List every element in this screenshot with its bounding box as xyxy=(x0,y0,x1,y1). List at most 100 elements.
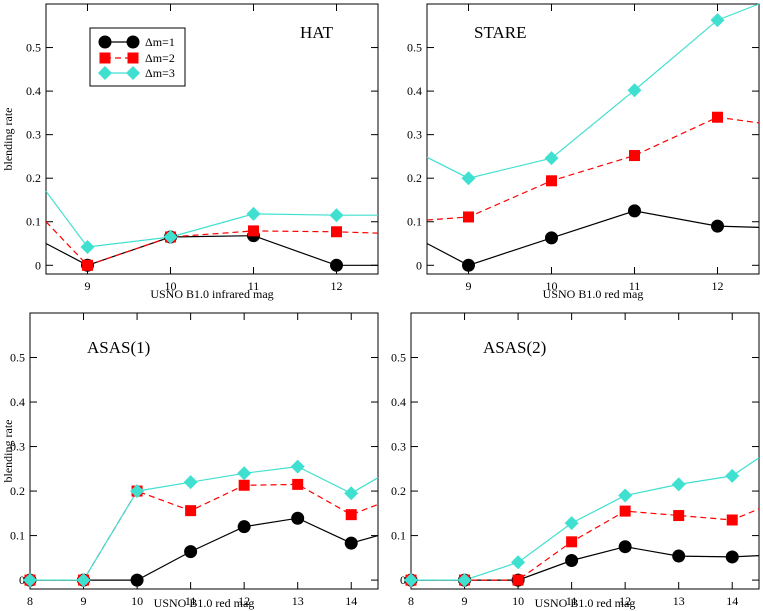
panel-stare: 9 10 11 12 0 0.1 0.2 0.3 0.4 0.5 STARE USNO B1.0… xyxy=(407,3,760,301)
x-tick-label: 12 xyxy=(238,594,250,608)
y-ticks: 0 0.1 0.2 0.3 0.4 0.5 xyxy=(407,41,759,272)
marker-dm2-x10 xyxy=(512,574,524,586)
x-tick-label: 9 xyxy=(462,594,468,608)
legend-label-3: Δm=3 xyxy=(145,66,175,80)
y-tick-label: 0.2 xyxy=(407,171,422,185)
x-tick-label: 8 xyxy=(408,594,414,608)
marker-dm2-x12 xyxy=(238,479,250,491)
panel-title: HAT xyxy=(300,23,334,42)
series-line-dm1 xyxy=(45,235,378,266)
marker-dm1-x11 xyxy=(565,554,579,568)
y-ticks: 0 0.1 0.2 0.3 0.4 0.5 xyxy=(26,41,378,272)
y-tick-label: 0.1 xyxy=(407,215,422,229)
series-line-dm2 xyxy=(45,221,379,266)
marker-dm2-x9 xyxy=(463,211,474,223)
marker-dm3-x9 xyxy=(80,240,95,254)
panel-title: ASAS(1) xyxy=(87,338,150,357)
series-line-dm2 xyxy=(411,508,760,581)
marker-dm3-x14 xyxy=(344,486,359,501)
y-ticks: 0 0.1 0.2 0.3 0.4 0.5 xyxy=(391,351,759,587)
series-line-dm2 xyxy=(426,116,760,221)
marker-dm2-x12 xyxy=(619,505,631,517)
x-ticks: 9 10 11 12 xyxy=(466,4,724,293)
marker-dm3-x12 xyxy=(329,208,344,223)
marker-dm3-x14 xyxy=(725,468,740,483)
x-axis-title: USNO B1.0 red mag xyxy=(535,596,636,610)
y-tick-label: 0.3 xyxy=(10,440,25,454)
legend-entry-2: Δm=2 xyxy=(99,51,175,65)
x-tick-label: 10 xyxy=(131,594,143,608)
marker-dm2-x11 xyxy=(566,536,578,548)
legend: Δm=1 Δm=2 Δm=3 xyxy=(89,27,186,87)
plot-frame xyxy=(29,312,379,590)
marker-dm3-x10 xyxy=(511,555,526,570)
legend-marker-1 xyxy=(98,35,112,49)
marker-dm3-x13 xyxy=(671,477,686,492)
marker-dm2-x9 xyxy=(82,259,93,271)
marker-dm2-x13 xyxy=(673,510,685,522)
marker-dm1-x12 xyxy=(237,520,251,534)
marker-dm3-x13 xyxy=(290,459,305,474)
marker-dm1-x9 xyxy=(462,258,475,272)
marker-dm2-x14 xyxy=(345,509,357,521)
series-layer xyxy=(426,3,760,272)
marker-dm1-x14 xyxy=(725,550,739,564)
marker-dm2-x11 xyxy=(629,150,640,162)
y-tick-label: 0.1 xyxy=(10,529,25,543)
y-tick-label: 0.1 xyxy=(391,529,406,543)
x-tick-label: 14 xyxy=(345,594,357,608)
x-tick-label: 12 xyxy=(712,279,724,293)
x-axis-title: USNO B1.0 infrared mag xyxy=(150,287,273,301)
marker-dm2-x11 xyxy=(248,225,259,237)
y-tick-label: 0 xyxy=(19,573,25,587)
legend-entry-3: Δm=3 xyxy=(98,66,175,80)
y-tick-label: 0.5 xyxy=(26,41,41,55)
legend-marker-3b xyxy=(126,66,140,80)
marker-dm3-x9 xyxy=(457,573,472,588)
marker-dm1-x10 xyxy=(545,231,558,245)
series-line-dm2 xyxy=(30,483,379,581)
y-tick-label: 0.2 xyxy=(10,484,25,498)
series-line-dm1 xyxy=(426,210,760,266)
x-axis-title: USNO B1.0 red mag xyxy=(543,287,644,301)
y-tick-label: 0.1 xyxy=(26,215,41,229)
marker-dm3-x12 xyxy=(710,13,725,28)
x-tick-label: 10 xyxy=(165,279,177,293)
marker-dm1-x11 xyxy=(184,545,198,559)
y-tick-label: 0.3 xyxy=(391,440,406,454)
legend-marker-2 xyxy=(99,52,111,64)
y-tick-label: 0 xyxy=(35,258,41,272)
marker-dm3-x10 xyxy=(130,484,145,499)
marker-dm3-x8 xyxy=(404,573,418,588)
plot-frame xyxy=(45,3,379,275)
y-tick-label: 0.3 xyxy=(407,128,422,142)
legend-entry-1: Δm=1 xyxy=(98,35,175,49)
y-tick-label: 0.4 xyxy=(391,395,406,409)
x-tick-label: 14 xyxy=(726,594,738,608)
marker-dm1-x12 xyxy=(330,258,343,272)
x-ticks: 8 9 10 11 12 13 14 xyxy=(27,313,357,608)
marker-dm1-x12 xyxy=(618,540,632,554)
legend-label-2: Δm=2 xyxy=(145,51,175,65)
panel-hat: 9 10 11 12 0 0.1 0.2 0.3 0.4 0.5 HAT USNO B1.0 i… xyxy=(1,3,379,301)
series-lines xyxy=(426,3,760,266)
marker-dm1-x14 xyxy=(344,536,358,550)
marker-dm2-x13 xyxy=(292,478,304,490)
series-line-dm3 xyxy=(426,3,760,179)
marker-dm3-x10 xyxy=(163,229,178,244)
marker-dm3-x12 xyxy=(618,488,633,503)
marker-dm3-x9 xyxy=(76,573,91,588)
legend-marker-3 xyxy=(98,66,112,80)
marker-dm1-x10 xyxy=(130,573,144,587)
y-tick-label: 0.5 xyxy=(391,351,406,365)
marker-dm1-x13 xyxy=(291,511,305,525)
marker-dm3-x11 xyxy=(564,516,579,531)
marker-dm3-x10 xyxy=(544,151,559,166)
y-tick-label: 0.2 xyxy=(391,484,406,498)
x-tick-label: 13 xyxy=(292,594,304,608)
y-axis-title: blending rate xyxy=(1,108,15,171)
series-lines xyxy=(411,457,760,581)
x-tick-label: 11 xyxy=(566,594,578,608)
series-layer xyxy=(45,190,379,272)
